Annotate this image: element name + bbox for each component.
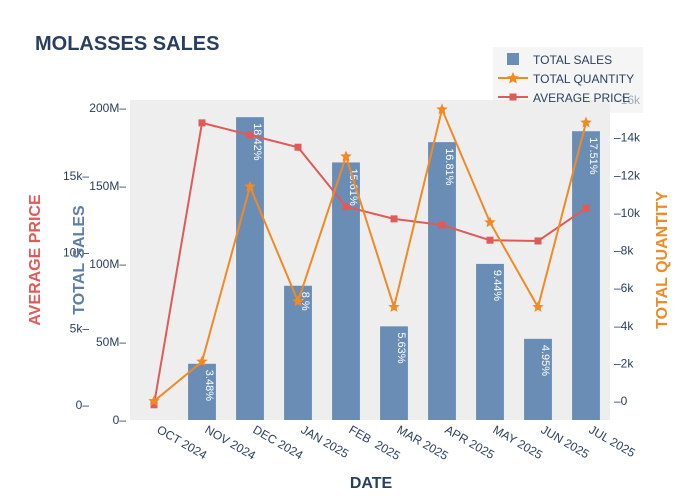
quantity-axis-tick-label: –4k <box>614 319 634 333</box>
quantity-axis-tick-label: –12k <box>614 168 641 182</box>
legend[interactable]: TOTAL SALES TOTAL QUANTITY AVERAGE PRICE <box>493 47 643 113</box>
legend-label-average-price: AVERAGE PRICE <box>533 91 630 105</box>
quantity-axis-tick-label: –2k <box>614 357 634 371</box>
x-axis-title: DATE <box>350 475 393 492</box>
bar[interactable] <box>236 117 264 421</box>
legend-swatch-star-marker <box>507 72 519 84</box>
total-quantity-line <box>153 106 587 402</box>
x-axis-tick-label: OCT 2024 <box>155 422 210 462</box>
total-quantity-point[interactable] <box>532 301 544 312</box>
average-price-point[interactable] <box>582 204 590 212</box>
average-price-point[interactable] <box>438 221 446 229</box>
quantity-axis-tick-label: –14k <box>614 131 641 145</box>
average-price-point[interactable] <box>198 119 206 127</box>
legend-label-total-quantity: TOTAL QUANTITY <box>533 72 634 86</box>
average-price-point[interactable] <box>534 237 542 245</box>
total-quantity-point[interactable] <box>196 355 208 367</box>
quantity-axis-tick-label: –8k <box>614 244 634 258</box>
bar[interactable] <box>188 363 216 420</box>
bar-label: 16.81% <box>443 148 455 186</box>
x-axis-tick-label: JUN 2025 <box>539 422 592 461</box>
legend-item-average-price[interactable]: AVERAGE PRICE <box>498 91 630 105</box>
average-price-point[interactable] <box>294 143 302 151</box>
sales-axis: 0– 50M– 100M– 150M– 200M– <box>89 101 126 427</box>
price-axis-tick-label: 0– <box>76 398 90 412</box>
x-axis-tick-label: MAR 2025 <box>395 422 451 463</box>
quantity-axis: –0–2k–4k–6k–8k–10k–12k–14k–16k <box>614 93 641 408</box>
x-axis-tick-label: DEC 2024 <box>251 422 306 462</box>
x-axis-tick-label: FEB 2025 <box>347 422 403 463</box>
average-price-point[interactable] <box>390 215 398 223</box>
bar[interactable] <box>380 326 408 420</box>
total-quantity-point[interactable] <box>580 116 592 128</box>
total-quantity-point[interactable] <box>340 150 352 162</box>
bar-labels-layer: 3.48% 18.42% 8.% 15.61% 5.63% 16.81% 9.44% 4.95… <box>203 123 599 401</box>
sales-axis-title: TOTAL SALES <box>71 205 88 315</box>
quantity-axis-tick-label: –6k <box>614 281 634 295</box>
average-price-point[interactable] <box>342 203 350 211</box>
price-axis: 0– 5k– 10k– 15k– <box>63 169 89 412</box>
bar-label: 3.48% <box>203 370 215 401</box>
bar-label: 18.42% <box>251 123 263 161</box>
price-axis-tick-label: 15k– <box>63 169 89 183</box>
legend-swatch-square-marker <box>509 93 517 101</box>
total-quantity-point[interactable] <box>244 180 256 192</box>
x-axis-tick-label: APR 2025 <box>443 422 498 462</box>
price-axis-title: AVERAGE PRICE <box>27 194 44 326</box>
average-price-point[interactable] <box>150 401 158 409</box>
bar-label: 15.61% <box>347 168 359 206</box>
total-quantity-point[interactable] <box>388 301 400 312</box>
chart-title: MOLASSES SALES <box>35 33 219 55</box>
total-quantity-point[interactable] <box>484 216 496 228</box>
sales-axis-tick-label: 100M– <box>89 257 126 271</box>
sales-axis-tick-label: 0– <box>113 413 127 427</box>
average-price-point[interactable] <box>246 131 254 139</box>
average-price-line <box>153 121 587 405</box>
bar[interactable] <box>284 285 312 420</box>
x-axis-tick-label: JUL 2025 <box>587 422 638 460</box>
average-price-point[interactable] <box>486 236 494 244</box>
legend-swatch-bar <box>507 53 519 65</box>
bar[interactable] <box>476 263 504 420</box>
legend-item-total-sales[interactable]: TOTAL SALES <box>507 53 612 67</box>
bar-label: 17.51% <box>587 137 599 175</box>
price-axis-tick-label: 5k– <box>70 322 90 336</box>
sales-axis-tick-label: 150M– <box>89 179 126 193</box>
bars-layer <box>188 117 600 421</box>
bar-label: 8.% <box>299 292 311 311</box>
lines-layer <box>148 103 592 409</box>
total-quantity-point[interactable] <box>436 103 448 115</box>
legend-item-total-quantity[interactable]: TOTAL QUANTITY <box>498 72 634 86</box>
bar[interactable] <box>428 142 456 420</box>
x-axis-tick-label: MAY 2025 <box>491 422 546 462</box>
bar[interactable] <box>572 131 600 420</box>
sales-axis-tick-label: 50M– <box>96 335 126 349</box>
quantity-axis-tick-label: –10k <box>614 206 641 220</box>
total-quantity-point[interactable] <box>292 295 304 307</box>
x-axis-tick-label: JAN 2025 <box>299 422 352 461</box>
bar-label: 5.63% <box>395 332 407 363</box>
legend-label-total-sales: TOTAL SALES <box>533 53 612 67</box>
x-axis-tick-label: NOV 2024 <box>203 422 259 462</box>
total-quantity-point[interactable] <box>148 395 160 406</box>
bar-label: 9.44% <box>491 270 503 301</box>
sales-axis-tick-label: 200M– <box>89 101 126 115</box>
quantity-axis-title: TOTAL QUANTITY <box>654 191 671 329</box>
bar[interactable] <box>524 338 552 420</box>
bar-label: 4.95% <box>539 345 551 376</box>
price-axis-tick-label: 10k– <box>63 245 89 259</box>
quantity-axis-tick-label: –0 <box>614 394 628 408</box>
